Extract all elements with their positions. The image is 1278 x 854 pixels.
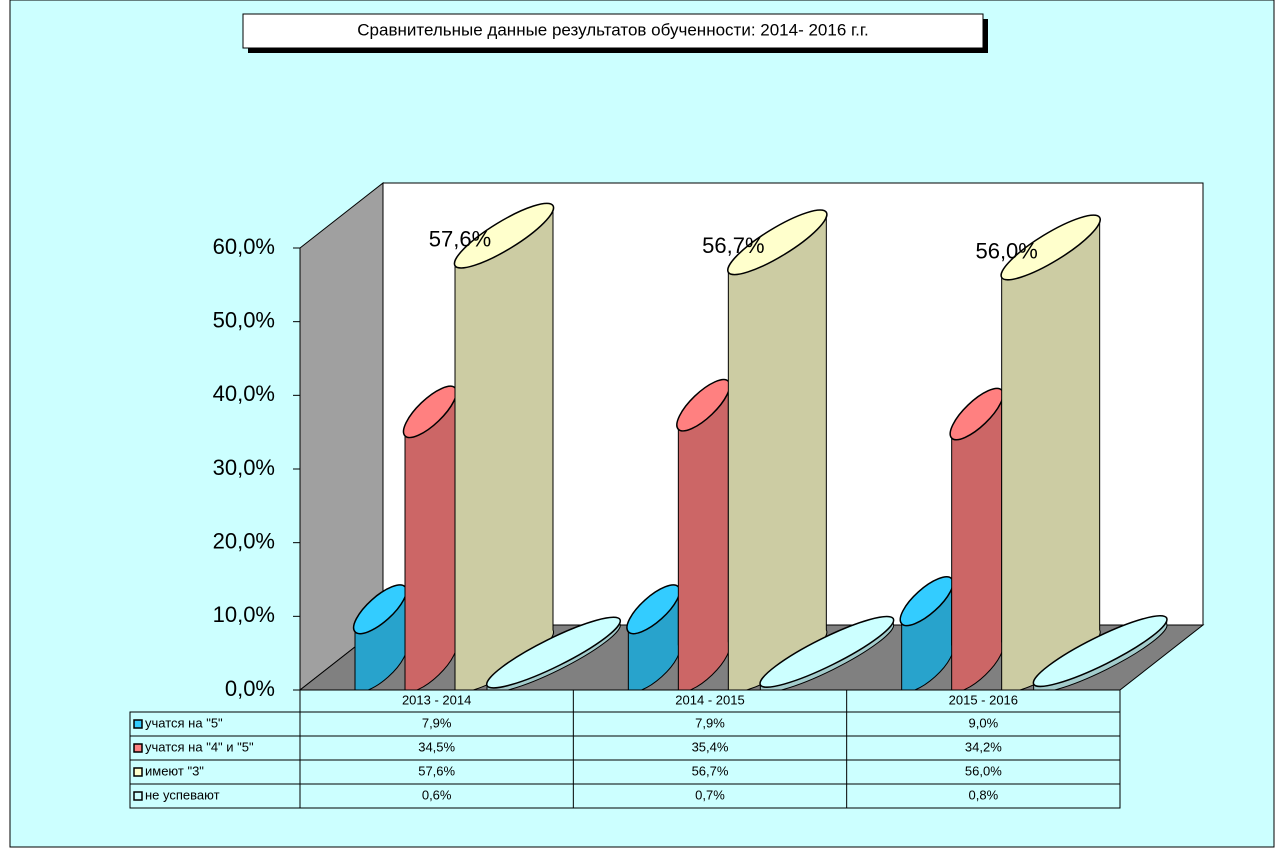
title-box	[242, 13, 984, 49]
cylinder-top	[1032, 615, 1168, 688]
legend-key	[133, 767, 143, 777]
legend-label: не успевают	[145, 787, 220, 802]
legend-label: учатся на "4" и "5"	[145, 739, 254, 754]
cylinder-top	[1000, 214, 1101, 281]
chart-title: Сравнительные данные результатов обученн…	[357, 20, 868, 39]
table-value: 0,8%	[969, 787, 999, 802]
y-tick-label: 60,0%	[213, 234, 275, 259]
legend-label: имеют "3"	[145, 763, 204, 778]
table-value: 34,2%	[965, 739, 1002, 754]
y-tick-label: 10,0%	[213, 602, 275, 627]
table-value: 34,5%	[418, 739, 455, 754]
y-tick-label: 0,0%	[225, 676, 275, 701]
cylinder-shade	[678, 381, 730, 692]
table-value: 7,9%	[695, 715, 725, 730]
table-value: 56,0%	[965, 763, 1002, 778]
legend-label: учатся на "5"	[145, 715, 223, 730]
y-tick-label: 40,0%	[213, 381, 275, 406]
table-value: 35,4%	[692, 739, 729, 754]
cylinder-top	[759, 615, 895, 688]
data-label: 56,7%	[702, 233, 764, 258]
cylinder-shade	[951, 390, 1004, 692]
legend-key	[133, 791, 143, 801]
x-tick-label: 2013 - 2014	[402, 692, 471, 707]
cylinder-top	[485, 616, 622, 689]
cylinder-top	[453, 202, 555, 269]
legend-key	[133, 743, 143, 753]
cylinder-shade	[901, 578, 954, 692]
cylinder-shade	[405, 387, 457, 692]
data-label: 57,6%	[429, 226, 491, 251]
cylinder-shade	[728, 212, 827, 693]
data-label: 56,0%	[975, 238, 1037, 263]
cylinder-top	[727, 209, 828, 276]
y-tick-label: 20,0%	[213, 528, 275, 553]
x-tick-label: 2014 - 2015	[675, 692, 744, 707]
table-value: 0,7%	[695, 787, 725, 802]
table-value: 7,9%	[422, 715, 452, 730]
table-value: 0,6%	[422, 787, 452, 802]
table-value: 57,6%	[418, 763, 455, 778]
table-value: 56,7%	[692, 763, 729, 778]
y-tick-label: 30,0%	[213, 455, 275, 480]
y-tick-label: 50,0%	[213, 307, 275, 332]
cylinder-shade	[455, 205, 554, 693]
x-tick-label: 2015 - 2016	[949, 692, 1018, 707]
legend-key	[133, 719, 143, 729]
table-value: 9,0%	[969, 715, 999, 730]
cylinder-shade	[1001, 217, 1101, 693]
